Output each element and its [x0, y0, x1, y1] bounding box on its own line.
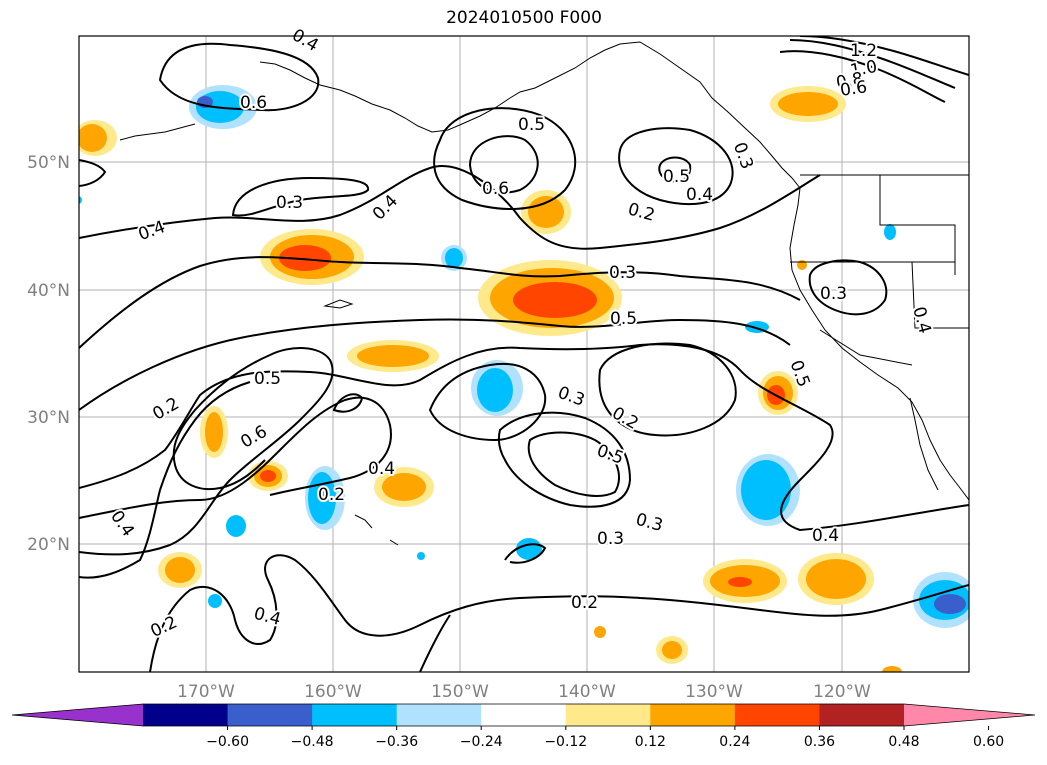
contour-label: 1.2	[850, 41, 877, 61]
contour-label: 0.4	[288, 25, 321, 56]
lon-label: 140°W	[558, 682, 616, 702]
colorbar-swatch	[481, 704, 567, 726]
contour-label: 0.3	[597, 529, 624, 549]
contour-label: 0.4	[908, 305, 934, 336]
contour-label: 0.6	[240, 93, 267, 113]
colorbar-swatch	[734, 704, 820, 726]
contour-label: 0.5	[610, 309, 637, 329]
contour-lines	[79, 36, 969, 672]
plot-frame	[78, 35, 970, 673]
contour-label: 0.3	[634, 510, 665, 536]
contour-label: 0.4	[686, 185, 713, 205]
lat-label: 30°N	[27, 408, 70, 428]
colorbar-tick-label: −0.24	[460, 734, 503, 750]
colorbar-tick-label: −0.48	[291, 734, 334, 750]
contour-label: 0.6	[839, 77, 869, 101]
map-title: 2024010500 F000	[446, 8, 602, 28]
colorbar-swatch	[650, 704, 736, 726]
colorbar-swatch	[565, 704, 651, 726]
contour-label: 0.2	[148, 612, 181, 642]
colorbar-swatch	[819, 704, 905, 726]
contour-label: 0.3	[555, 383, 587, 411]
contour-label: 0.6	[482, 179, 509, 199]
contour-label: 0.2	[608, 403, 641, 434]
longitude-labels: 170°W 160°W 150°W 140°W 130°W 120°W	[177, 682, 871, 702]
colorbar-swatch	[227, 704, 313, 726]
colorbar-extend-max	[904, 704, 1035, 726]
colorbar-swatch	[312, 704, 398, 726]
contour-label: 0.6	[237, 422, 270, 453]
latitude-labels: 50°N 40°N 30°N 20°N	[27, 153, 70, 555]
contour-label: 0.5	[594, 441, 626, 469]
contour-label: 0.4	[252, 604, 283, 630]
colorbar-tick-label: 0.36	[804, 734, 835, 750]
lat-label: 40°N	[27, 281, 70, 301]
contour-label: 0.5	[254, 369, 281, 389]
colorbar: −0.60 −0.48 −0.36 −0.24 −0.12 0.12 0.24 0.36 0.4…	[11, 703, 1036, 750]
lon-label: 160°W	[304, 682, 362, 702]
colorbar-swatch	[396, 704, 482, 726]
colorbar-extend-min	[12, 704, 143, 726]
lat-label: 50°N	[27, 153, 70, 173]
contour-label: 0.4	[368, 459, 395, 479]
contour-label: 0.4	[812, 526, 839, 546]
lon-label: 130°W	[685, 682, 743, 702]
contour-label: 0.3	[276, 193, 303, 213]
contour-label: 0.2	[571, 593, 598, 613]
contour-label: 0.2	[626, 199, 657, 225]
contour-label: 0.3	[609, 263, 636, 283]
colorbar-tick-label: −0.12	[544, 734, 587, 750]
contour-label: 0.3	[820, 284, 847, 304]
colorbar-tick-label: −0.60	[206, 734, 249, 750]
lon-label: 150°W	[431, 682, 489, 702]
contour-label: 0.2	[149, 394, 182, 425]
contour-label: 0.4	[136, 217, 168, 245]
colorbar-tick-label: 0.48	[888, 734, 919, 750]
colorbar-tick-label: 0.60	[973, 734, 1004, 750]
colorbar-tick-label: 0.24	[719, 734, 750, 750]
contour-label: 0.2	[318, 485, 345, 505]
lon-label: 170°W	[177, 682, 235, 702]
coastlines	[119, 41, 969, 546]
colorbar-tick-label: −0.36	[375, 734, 418, 750]
contour-label: 0.5	[518, 115, 545, 135]
positive-anomaly-fills	[79, 86, 902, 672]
contour-label: 0.5	[663, 167, 690, 187]
lon-label: 120°W	[813, 682, 871, 702]
lat-label: 20°N	[27, 535, 70, 555]
contour-label: 0.4	[369, 191, 402, 224]
colorbar-tick-label: 0.12	[635, 734, 666, 750]
colorbar-swatch	[143, 704, 229, 726]
